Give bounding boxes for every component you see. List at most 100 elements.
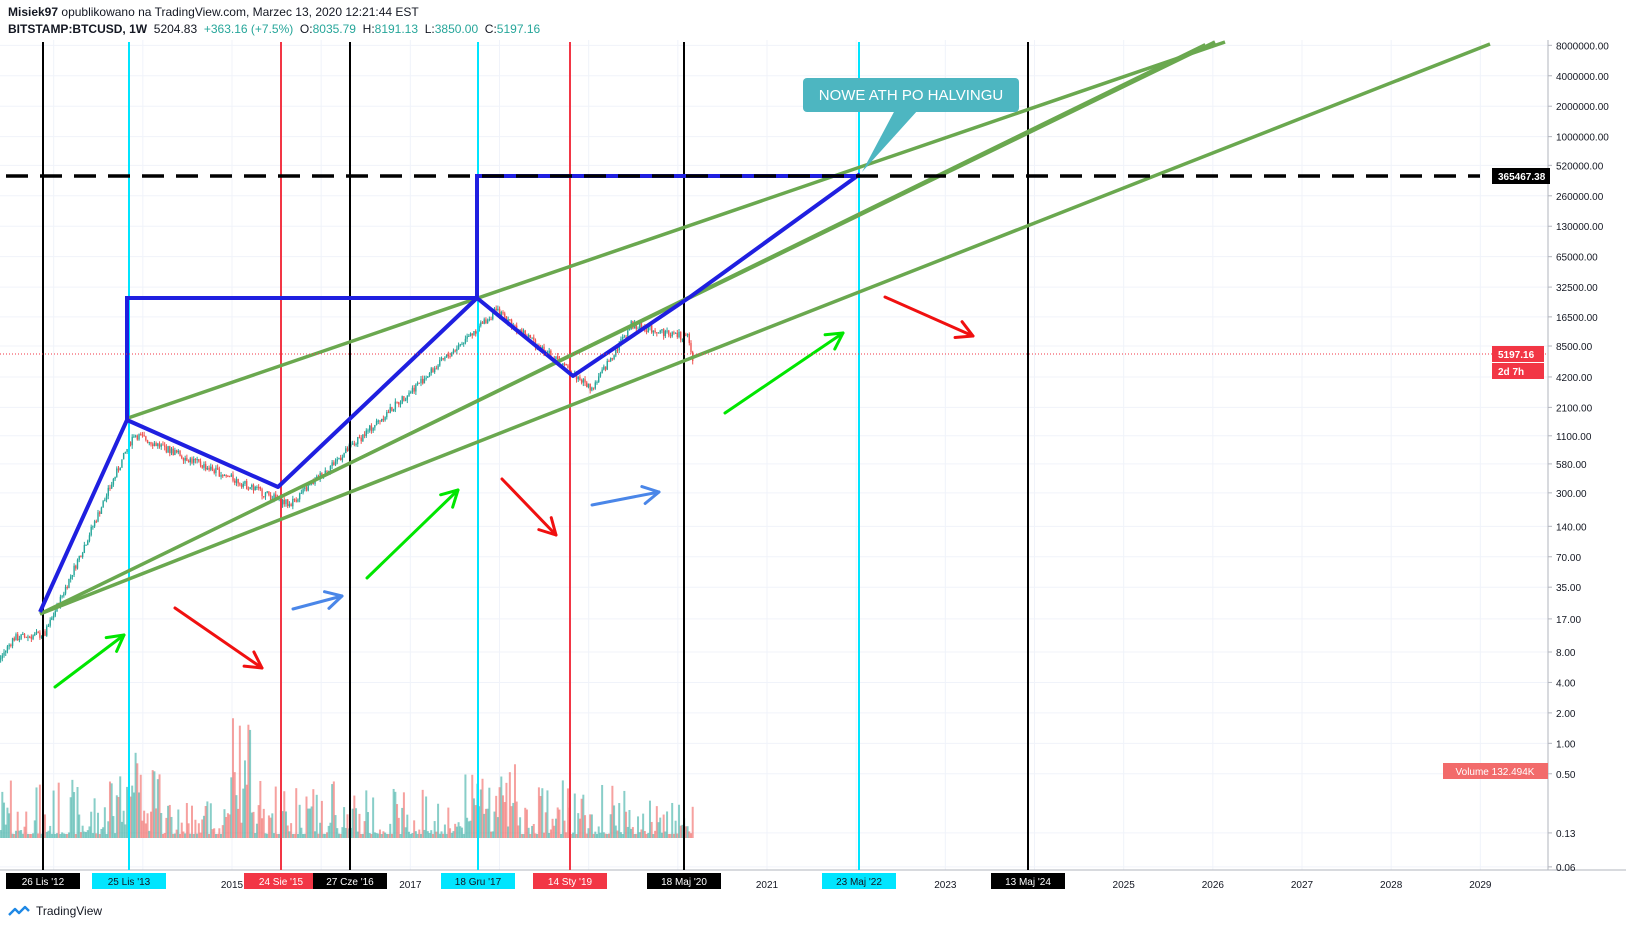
price-tick-label: 8.00 [1556,648,1576,659]
volume-bar [688,831,691,838]
volume-bar [638,832,641,838]
publish-text: opublikowano na TradingView.com, Marzec … [61,5,419,19]
volume-bar [382,831,385,838]
volume-bar [223,809,226,838]
volume-bar [139,774,142,838]
candle-body [249,487,251,490]
volume-bar [657,822,660,838]
volume-bar [524,807,527,838]
volume-bar [500,776,503,838]
volume-bar [13,833,16,838]
price-axis: 8000000.00 4000000.00 2000000.00 1000000.00… [1548,41,1609,874]
candle-body [594,382,596,389]
volume-bar [286,825,289,838]
volume-bar [606,833,609,838]
candle-body [686,334,689,336]
volume-bar [249,729,252,838]
volume-bar [532,823,535,838]
volume-bar [368,833,371,838]
volume-bar [100,828,103,838]
candle-body [6,646,9,651]
volume-bar [62,833,65,838]
candle-body [20,634,22,639]
candle-body [360,437,362,442]
candle-body [259,487,262,490]
candle-body [556,356,559,360]
volume-bar [237,808,240,838]
volume-bar [11,833,14,838]
volume-bar [406,814,409,838]
blue-arrow-1 [291,594,344,611]
volume-bar [421,789,424,838]
green-arrow-1-head [104,633,126,653]
candle-body [97,512,99,522]
volume-bar [103,807,106,838]
price-tick-label: 130000.00 [1556,222,1604,233]
candle-body [531,337,533,339]
candle-body [285,499,287,505]
volume-bar [611,785,614,838]
open-value: 8035.79 [312,22,356,36]
volume-bar [565,832,568,838]
candle-body [304,487,306,489]
candle-body [230,474,233,477]
candle-body [367,430,369,432]
candle-body [613,355,615,359]
candle-body [387,412,390,414]
volume-bar [314,831,317,838]
volume-bar [269,817,272,838]
volume-bar [172,833,175,838]
candle-body [283,499,285,505]
candle-body [126,449,128,452]
date-label: 14 Sty '19 [548,877,593,888]
candle-body [579,376,581,381]
candle-body [295,499,297,502]
volume-bar [599,832,602,838]
volume-bar [291,833,294,838]
candle-body [1,655,4,659]
volume-bar [47,830,50,838]
price-tick-label: 1000000.00 [1556,133,1609,144]
volume-bar [25,811,28,838]
candle-body [151,444,154,446]
volume-bar [447,807,450,838]
volume-bar [173,833,176,838]
volume-bar [149,811,152,838]
volume-bar [107,821,110,838]
candle-body [131,436,133,446]
candle-body [541,346,544,349]
candle-body [153,443,156,446]
candle-body [273,494,275,500]
volume-bar [88,826,91,838]
date-label: 18 Gru '17 [455,877,502,888]
volume-bar [197,823,200,838]
volume-bar [86,830,89,838]
candle-body [63,593,65,596]
candle-body [293,498,296,500]
volume-bar [105,833,108,838]
candle-body [598,376,600,382]
tradingview-footer: TradingView [8,904,102,918]
candle-body [251,484,253,488]
volume-bar [478,806,481,838]
volume-bar [148,830,151,838]
volume-bar [621,833,624,838]
volume-bar [575,833,578,838]
candle-body [416,382,419,385]
volume-bar [66,834,69,838]
trend-line-mid-thin [39,43,1206,615]
volume-bar [377,833,380,838]
volume-bar [264,833,267,838]
candle-body [485,319,487,324]
candle-body [222,475,224,477]
volume-bar [138,792,141,838]
candle-body [269,495,272,500]
candle-body [351,443,354,445]
volume-bar [378,829,381,838]
volume-bar [534,833,537,838]
candle-body [302,488,304,493]
volume-bar [206,801,209,838]
volume-bar [484,808,487,838]
volume-bar [654,830,657,838]
